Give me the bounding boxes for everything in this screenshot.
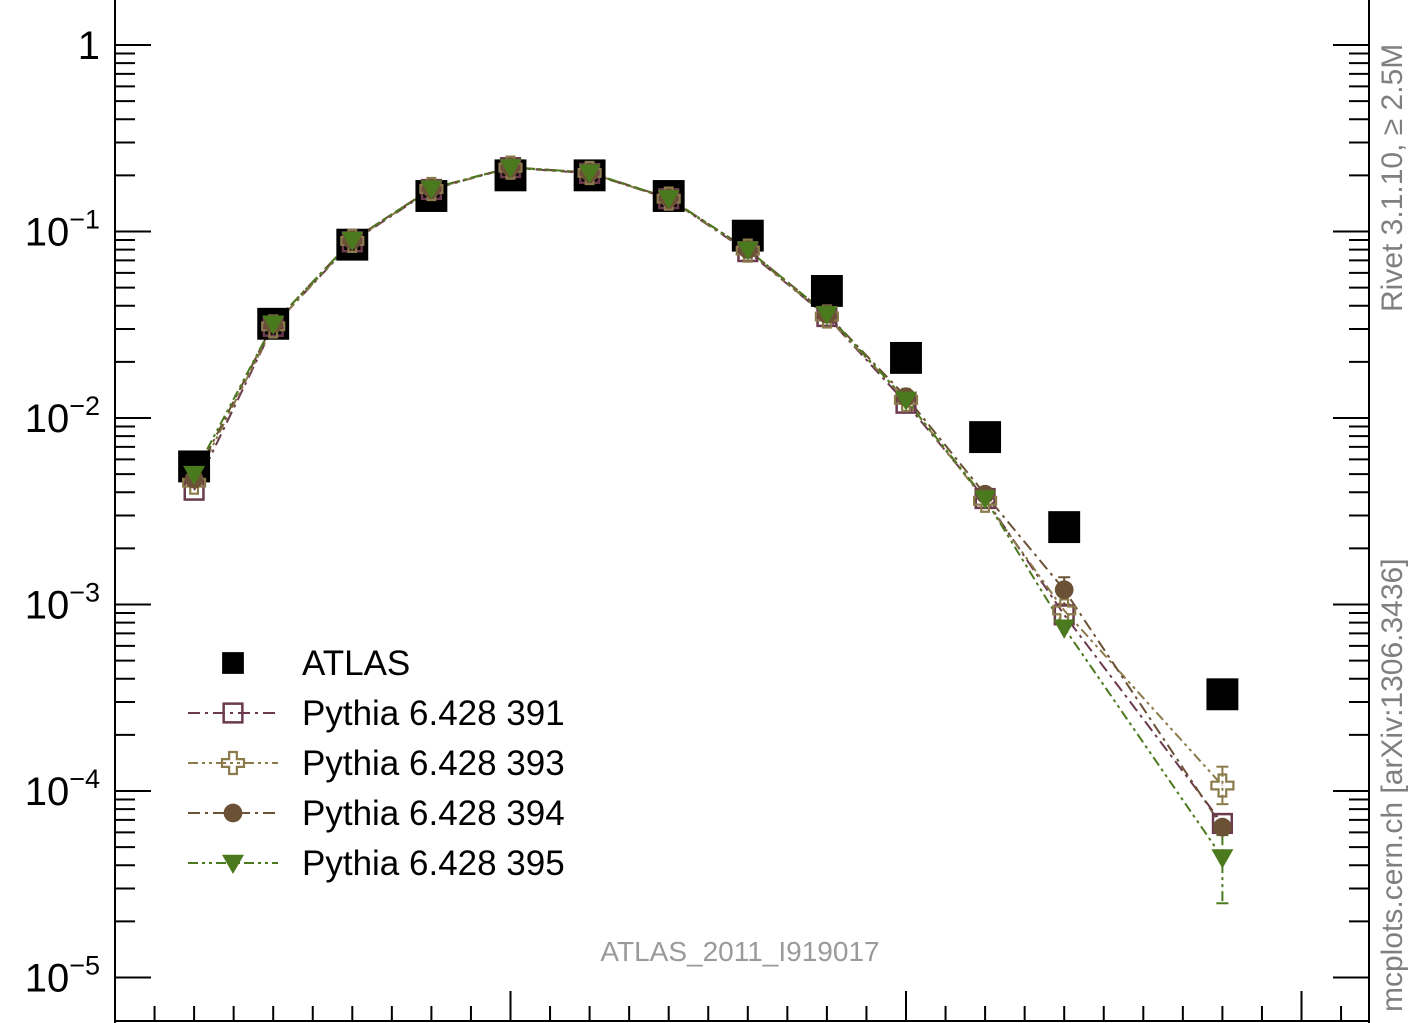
legend-marker-4 <box>222 854 244 874</box>
legend-marker-3 <box>223 803 243 823</box>
data-point-s2-12 <box>1210 773 1235 798</box>
rivet-version-label: Rivet 3.1.10, ≥ 2.5M <box>1376 44 1409 312</box>
data-point-s4-9 <box>895 391 917 411</box>
y-tick-label: 10−1 <box>25 205 100 255</box>
data-point-s0-9 <box>890 341 922 374</box>
data-point-s0-12 <box>1206 678 1239 711</box>
data-point-s0-8 <box>810 274 843 307</box>
data-point-s4-1 <box>262 315 285 335</box>
data-point-s4-7 <box>736 241 759 261</box>
y-tick-label: 1 <box>78 24 100 68</box>
mcplots-credit-label: mcplots.cern.ch [arXiv:1306.3436] <box>1376 558 1409 1012</box>
analysis-label: ATLAS_2011_I919017 <box>600 936 879 967</box>
legend-label-4: Pythia 6.428 395 <box>302 844 565 883</box>
data-point-s4-10 <box>974 490 997 510</box>
data-point-s4-4 <box>499 159 522 179</box>
legend-marker-2 <box>220 750 246 776</box>
y-tick-labels: 1 10−1 10−2 10−3 10−4 10−5 <box>25 24 100 1001</box>
data-point-s0-11 <box>1048 511 1081 544</box>
legend-label-2: Pythia 6.428 393 <box>302 744 565 783</box>
data-point-s4-11 <box>1053 619 1076 639</box>
data-point-s3-12 <box>1213 817 1232 837</box>
legend-label-1: Pythia 6.428 391 <box>302 694 565 733</box>
data-point-s4-12 <box>1211 849 1234 869</box>
y-tick-label: 10−5 <box>25 951 100 1001</box>
data-point-s4-3 <box>420 180 443 200</box>
data-point-s4-5 <box>578 164 601 184</box>
series-markers <box>178 155 1239 869</box>
legend: ATLAS Pythia 6.428 391 Pythia 6.428 393 Pyt… <box>188 644 565 883</box>
legend-label-0: ATLAS <box>302 644 410 683</box>
data-point-s4-2 <box>341 231 364 252</box>
legend-marker-0 <box>222 652 244 674</box>
legend-label-3: Pythia 6.428 394 <box>302 794 565 833</box>
y-tick-label: 10−4 <box>25 764 100 814</box>
data-point-s4-0 <box>183 465 206 486</box>
legend-marker-1 <box>222 702 244 724</box>
axis-ticks <box>114 44 1369 1021</box>
data-point-s4-6 <box>657 189 680 210</box>
y-tick-label: 10−2 <box>25 391 100 441</box>
data-point-s0-10 <box>969 421 1002 454</box>
data-point-s3-11 <box>1054 580 1074 600</box>
y-tick-label: 10−3 <box>25 578 100 628</box>
plot-frame <box>114 0 1370 1023</box>
data-point-s4-8 <box>815 305 838 326</box>
